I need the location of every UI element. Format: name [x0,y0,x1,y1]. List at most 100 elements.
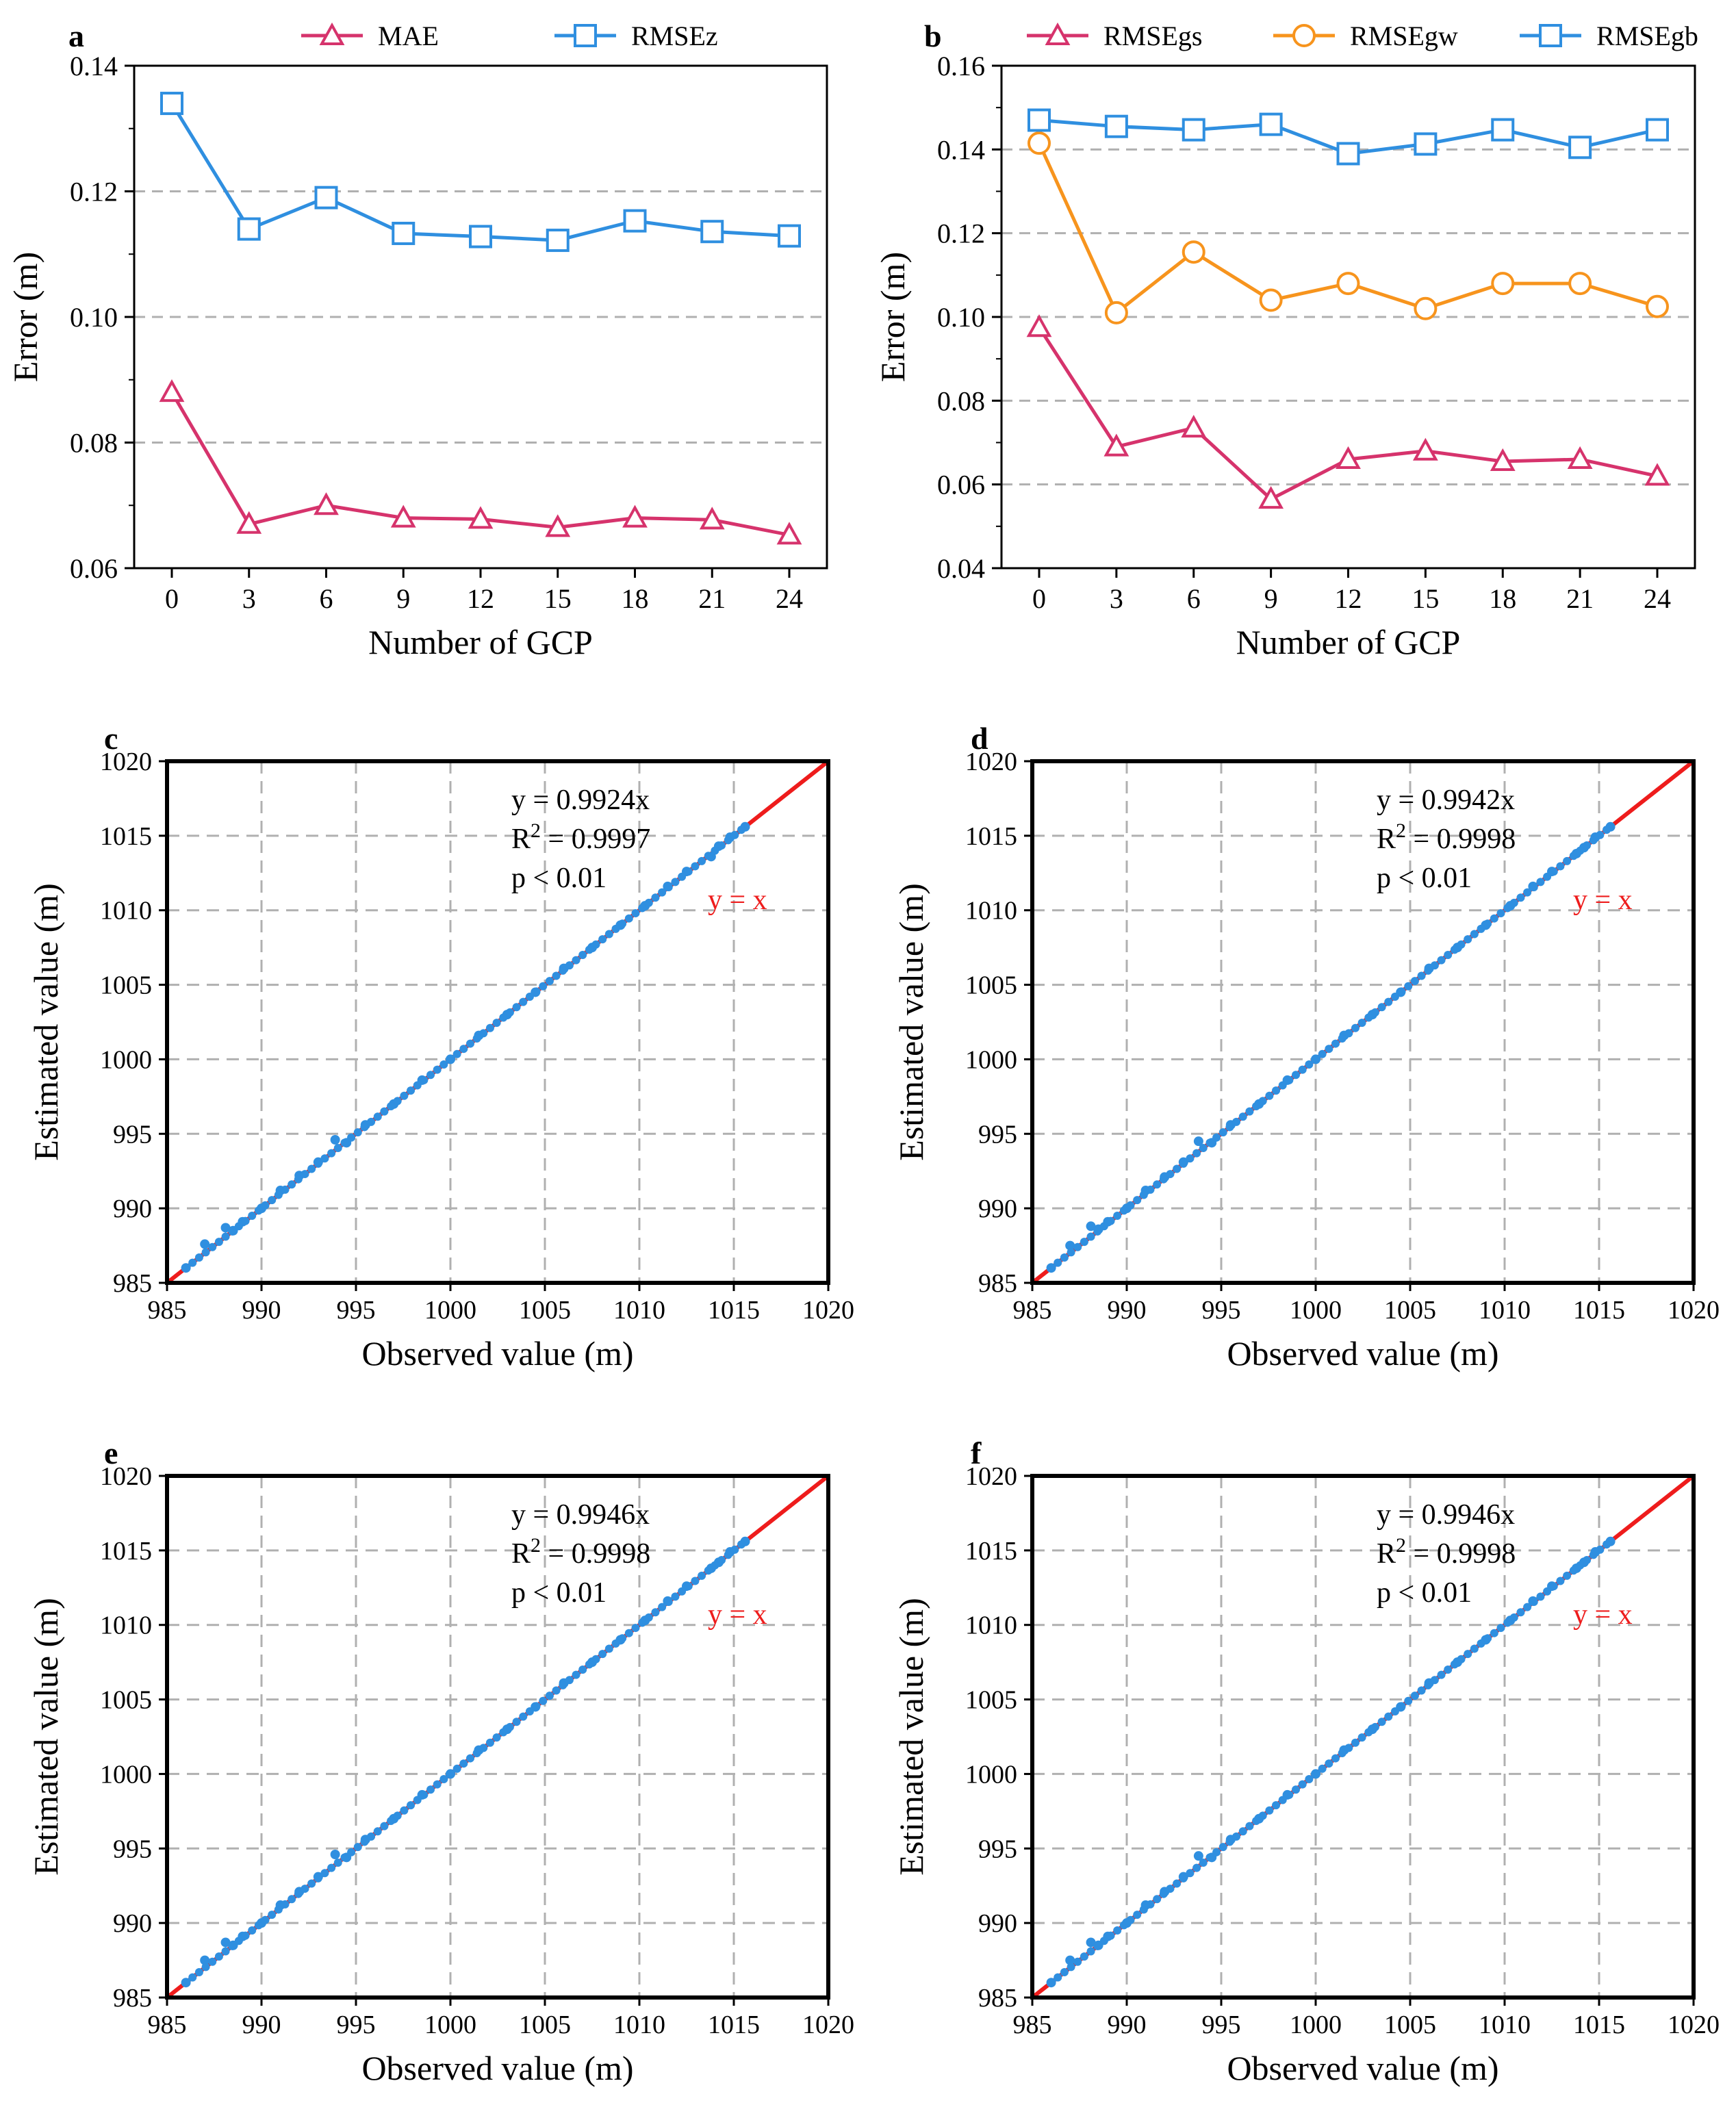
scatter-point [188,1258,197,1267]
x-axis-label: Observed value (m) [361,2049,633,2087]
x-tick-label: 9 [396,583,410,614]
x-tick-label: 1005 [519,1296,571,1325]
data-point-mae [776,522,802,545]
x-tick-label: 1015 [708,2011,760,2039]
scatter-point [1516,893,1525,902]
scatter-point [1444,951,1453,960]
scatter-point [618,1634,627,1643]
legend-marker [319,22,345,45]
scatter-point [1173,1879,1182,1888]
scatter-point [208,1242,217,1251]
data-point-rmsegw [1259,288,1283,312]
x-tick-label: 1000 [424,2011,476,2039]
scatter-point [578,951,587,960]
scatter-point [1139,1905,1148,1914]
scatter-point [261,1201,270,1210]
y-tick-label: 1015 [100,1537,152,1566]
scatter-point [360,1837,369,1846]
scatter-point [1357,1733,1366,1742]
scatter-point [1292,1071,1301,1080]
scatter-point [539,982,548,991]
scatter-point [1430,961,1439,970]
scatter-point [1556,862,1565,871]
scatter-point [658,1603,667,1611]
scatter-point [433,1065,442,1074]
scatter-point [552,1686,561,1695]
scatter-point [1212,1848,1221,1857]
x-tick-label: 995 [337,1296,376,1325]
series-line-rmsez [170,102,790,242]
y-tick-label: 1020 [965,748,1017,776]
y-tick-label: 995 [113,1120,152,1149]
x-tick-label: 1005 [1384,2011,1436,2039]
x-tick-label: 985 [1013,1296,1052,1325]
x-tick-label: 1000 [1290,2011,1342,2039]
r-squared-value: = 0.9998 [1406,1538,1516,1570]
scatter-point [1106,1931,1115,1940]
scatter-point [1325,1759,1333,1768]
identity-line-label: y = x [708,884,767,916]
scatter-point [1364,1013,1373,1022]
panel-label-b: b [924,18,942,53]
scatter-point [1278,1081,1287,1090]
data-point-rmsez [469,225,492,248]
data-point-rmsegw [1491,272,1515,296]
data-point-rmsegb [1259,112,1283,136]
scatter-point [1119,1921,1128,1930]
scatter-point [1470,930,1479,939]
scatter-point [651,1608,660,1617]
scatter-point [1252,1102,1261,1111]
legend-label: RMSEgs [1103,21,1203,51]
x-tick-label: 15 [544,583,572,614]
scatter-point [691,1577,700,1585]
scatter-point [499,1728,508,1737]
p-value-label: p < 0.01 [511,1577,607,1609]
scatter-point [426,1071,435,1080]
scatter-point [711,1561,719,1570]
scatter-point [1073,1242,1082,1251]
x-tick-label: 1010 [1479,1296,1531,1325]
y-tick-label: 985 [113,1984,152,2013]
scatter-point [572,1670,580,1679]
scatter-point [730,1545,739,1554]
scatter-point [1496,1624,1505,1633]
x-axis-label: Observed value (m) [1227,1334,1498,1373]
scatter-point [1325,1045,1333,1054]
scatter-point [439,1060,448,1069]
scatter-point [492,1733,501,1742]
plot-frame [1030,1474,1696,2000]
y-tick-label: 985 [978,1984,1017,2013]
scatter-point [1503,1618,1512,1627]
scatter-point [638,1618,647,1627]
scatter-point [1086,1947,1095,1956]
scatter-point [1556,1577,1565,1585]
y-tick-label: 1010 [100,897,152,926]
scatter-point [1218,1128,1227,1137]
scatter-point [1179,1874,1188,1883]
data-point-rmsegs [1412,437,1438,461]
scatter-point [181,1264,190,1273]
scatter-point [505,1008,514,1017]
scatter-point [413,1796,422,1804]
panel-label-c: c [104,721,118,756]
scatter-point [188,1973,197,1982]
data-point-rmsegw [1568,272,1592,296]
scatter-point [400,1806,409,1815]
scatter-point [1186,1869,1195,1878]
scatter-point [704,1566,713,1575]
data-point-mae [699,507,725,530]
data-point-rmsegs [1336,446,1361,469]
legend-marker [574,24,597,47]
scatter-point [1496,909,1505,918]
scatter-point [181,1978,190,1987]
data-point-rmsegb [1414,132,1438,156]
scatter-point [611,1639,620,1648]
y-tick-label: 0.14 [70,51,118,81]
x-tick-label: 985 [1013,2011,1052,2039]
x-axis-label: Observed value (m) [1227,2049,1498,2087]
scatter-point [268,1196,277,1205]
x-tick-label: 0 [1032,583,1046,614]
y-axis-label: Error (m) [873,252,912,382]
scatter-point [658,888,667,897]
scatter-point [1238,1112,1247,1121]
